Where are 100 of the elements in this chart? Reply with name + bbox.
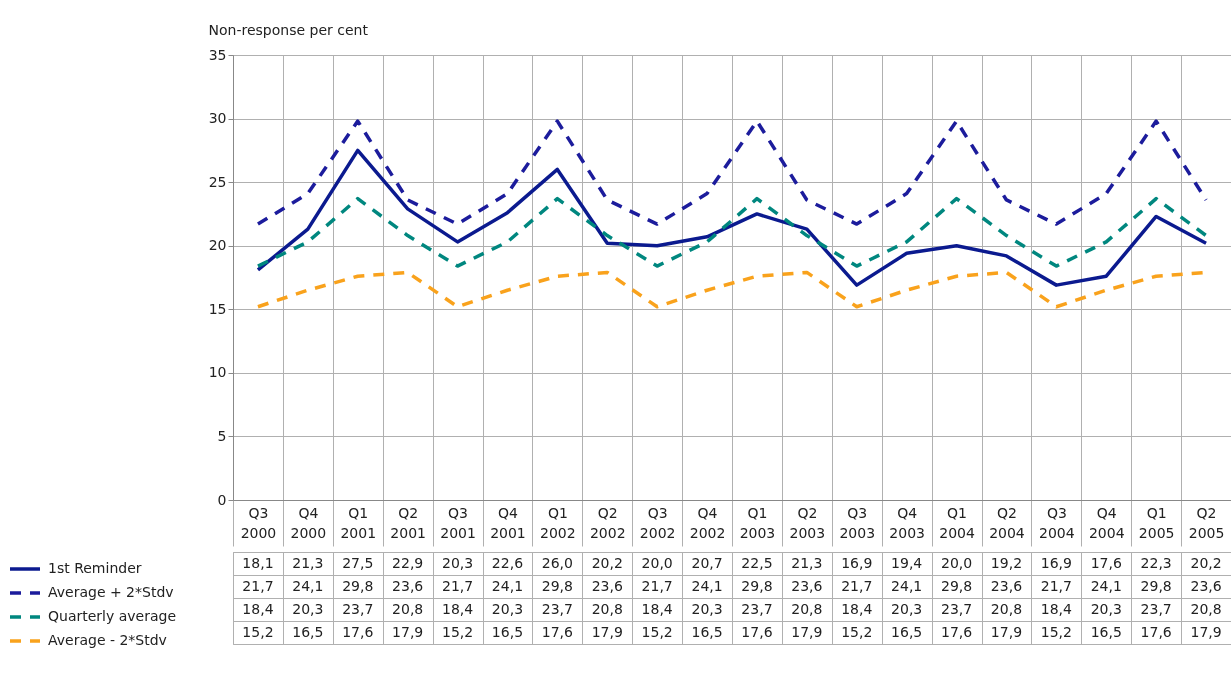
data-label: 20,8 [591,600,623,617]
legend-label: Quarterly average [48,608,177,624]
data-label: 24,1 [292,577,324,594]
data-label: 16,5 [691,623,723,640]
data-label: 16,5 [891,623,923,640]
data-label: 18,1 [242,554,274,571]
data-label: 22,6 [491,554,524,571]
data-label: 20,3 [441,554,474,571]
data-label: 20,2 [591,554,623,571]
x-tick-label: Q2 2001 [390,504,426,541]
data-label: 20,3 [891,600,923,617]
data-label: 17,9 [791,623,823,640]
data-label: 20,8 [392,600,424,617]
data-label: 24,1 [491,577,524,594]
data-label: 17,9 [1190,623,1222,640]
data-label: 21,7 [441,577,474,594]
data-label: 29,8 [541,577,573,594]
data-label: 18,4 [441,600,474,617]
data-label: 23,7 [342,600,374,617]
data-label: 26,0 [541,554,573,571]
x-tick-label: Q4 2001 [490,504,526,541]
data-label: 15,2 [242,623,274,640]
data-label: 29,8 [940,577,973,594]
data-label: 29,8 [342,577,374,594]
data-label: 15,2 [841,623,873,640]
data-label: 16,5 [491,623,524,640]
x-tick-label: Q4 2002 [689,504,726,541]
data-label: 17,9 [392,623,424,640]
y-tick-label: 10 [208,364,227,381]
data-label: 21,7 [1040,577,1072,594]
y-tick-label: 0 [217,491,227,508]
data-label: 23,7 [940,600,973,617]
data-label: 20,3 [1090,600,1122,617]
data-label: 16,9 [1040,554,1072,571]
data-label: 15,2 [441,623,474,640]
x-tick-label: Q4 2004 [1088,504,1125,541]
data-label: 17,6 [1090,554,1122,571]
x-tick-label: Q4 2003 [889,504,925,541]
x-tick-label: Q3 2000 [240,504,277,541]
x-tick-label: Q1 2001 [340,504,377,541]
x-tick-label: Q4 2000 [290,504,327,541]
x-tick-label: Q2 2003 [789,504,826,541]
x-tick-label: Q2 2004 [989,504,1025,541]
data-label: 17,9 [990,623,1023,640]
data-label: 20,0 [940,554,973,571]
data-label: 17,6 [940,623,973,640]
data-label: 18,4 [841,600,873,617]
x-tick-label: Q1 2003 [739,504,776,541]
data-label: 23,7 [541,600,573,617]
data-label: 22,3 [1140,554,1172,571]
legend-label: Average - 2*Stdv [48,632,167,648]
data-label: 27,5 [342,554,374,571]
data-label: 20,0 [641,554,673,571]
x-tick-label: Q1 2005 [1138,504,1175,541]
data-label: 20,8 [1190,600,1222,617]
y-tick-label: 30 [208,110,227,127]
data-label: 21,7 [242,577,274,594]
data-label: 24,1 [691,577,723,594]
data-label: 23,6 [392,577,424,594]
x-tick-label: Q3 2002 [639,504,676,541]
y-tick-label: 5 [217,427,227,444]
data-label: 29,8 [741,577,773,594]
x-tick-label: Q2 2005 [1188,504,1225,541]
legend-label: Average + 2*Stdv [48,584,174,600]
y-tick-label: 35 [208,46,227,63]
x-tick-label: Q1 2004 [939,504,975,541]
line-series [256,148,1208,287]
x-tick-label: Q2 2002 [589,504,626,541]
data-label: 20,3 [292,600,324,617]
data-label: 18,4 [641,600,673,617]
data-label: 23,6 [591,577,623,594]
data-label: 17,6 [342,623,374,640]
data-label: 23,7 [741,600,773,617]
data-label: 16,9 [841,554,873,571]
data-label: 23,7 [1140,600,1172,617]
data-label: 20,3 [491,600,524,617]
data-label: 23,6 [1190,577,1222,594]
data-label: 21,3 [791,554,823,571]
y-tick-label: 15 [208,300,227,317]
data-label: 15,2 [641,623,673,640]
data-label: 22,9 [392,554,424,571]
data-label: 17,6 [741,623,773,640]
data-label: 29,8 [1140,577,1172,594]
data-label: 21,3 [292,554,324,571]
data-label: 20,3 [691,600,723,617]
data-label: 20,7 [691,554,723,571]
x-tick-label: Q3 2001 [440,504,476,541]
data-label: 24,1 [891,577,923,594]
data-label: 21,7 [641,577,673,594]
data-label: 22,5 [741,554,773,571]
x-tick-label: Q3 2004 [1039,504,1075,541]
data-label: 17,9 [591,623,623,640]
data-label: 16,5 [1090,623,1122,640]
line-series [256,196,1208,268]
y-tick-label: 20 [208,237,227,254]
data-label: 20,8 [791,600,823,617]
data-label: 18,4 [1040,600,1073,617]
y-tick-label: 25 [208,173,227,190]
line-series [256,119,1208,226]
x-tick-label: Q3 2003 [839,504,876,541]
